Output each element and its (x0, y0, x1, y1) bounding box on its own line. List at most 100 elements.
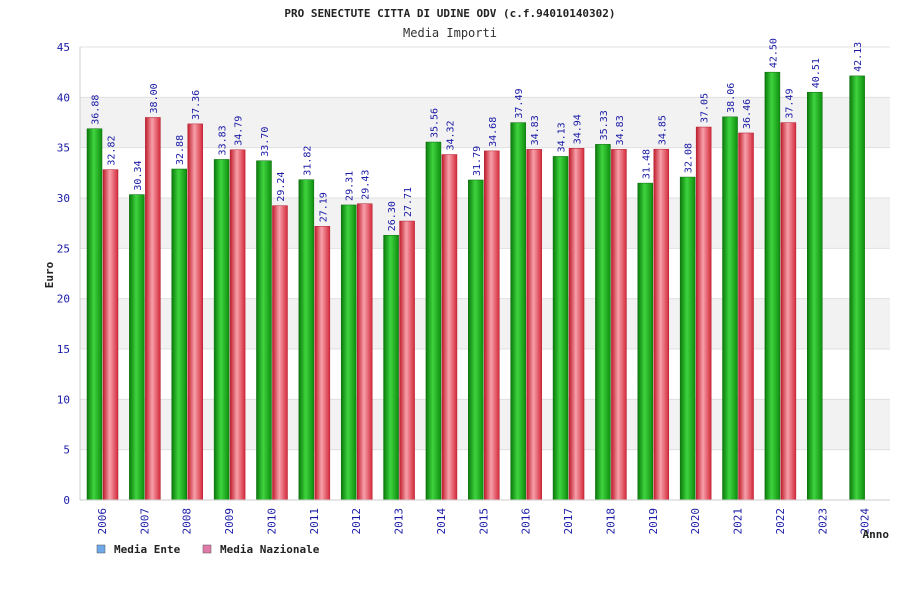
bar-media-ente-2007 (129, 194, 145, 501)
data-label: 37.49 (784, 88, 795, 118)
bar-media-ente-2024 (849, 75, 865, 501)
bar-media-ente-2009 (213, 159, 230, 501)
bar-media-ente-2019 (637, 182, 654, 501)
bar-media-nazionale-2018 (611, 149, 627, 501)
data-label: 34.85 (657, 115, 668, 145)
y-tick-label: 35 (57, 142, 70, 155)
x-tick-label: 2023 (816, 508, 829, 535)
bar-media-ente-2023 (807, 91, 823, 501)
y-tick-label: 40 (57, 91, 70, 104)
data-label: 35.56 (429, 108, 440, 138)
bar-media-ente-2006 (86, 128, 103, 501)
bar-media-nazionale-2006 (102, 169, 119, 501)
data-label: 34.83 (530, 115, 541, 145)
bar-media-ente-2016 (510, 122, 526, 501)
x-tick-label: 2006 (96, 508, 109, 535)
bar-media-ente-2020 (679, 176, 696, 501)
data-label: 29.43 (361, 170, 372, 200)
data-label: 37.05 (700, 93, 711, 123)
x-tick-label: 2014 (435, 508, 448, 535)
data-label: 34.83 (615, 115, 626, 145)
bar-media-ente-2014 (425, 141, 442, 501)
data-label: 37.36 (191, 90, 202, 120)
bar-media-nazionale-2008 (187, 123, 203, 501)
grid-band (80, 97, 890, 148)
bar-media-nazionale-2016 (526, 149, 542, 501)
y-tick-label: 5 (63, 444, 70, 457)
bar-media-ente-2015 (468, 179, 484, 501)
x-tick-label: 2008 (181, 508, 194, 535)
data-label: 31.79 (472, 146, 483, 176)
bar-media-ente-2017 (552, 156, 569, 501)
bar-media-nazionale-2012 (356, 203, 373, 501)
data-label: 42.13 (853, 42, 864, 72)
data-label: 30.34 (133, 160, 144, 190)
data-label: 36.46 (742, 99, 753, 129)
x-tick-label: 2021 (732, 508, 745, 535)
data-label: 33.83 (218, 125, 229, 155)
data-label: 35.33 (599, 110, 610, 140)
bar-media-nazionale-2013 (399, 220, 415, 501)
bar-media-nazionale-2014 (441, 154, 458, 501)
bar-media-ente-2011 (298, 179, 315, 501)
x-tick-label: 2017 (562, 508, 575, 535)
x-tick-label: 2007 (138, 508, 151, 535)
x-tick-label: 2024 (859, 508, 872, 535)
bar-media-nazionale-2020 (695, 126, 712, 501)
x-tick-label: 2019 (647, 508, 660, 535)
y-axis-label: Euro (43, 261, 56, 288)
bars (86, 71, 865, 501)
y-tick-label: 25 (57, 242, 70, 255)
x-tick-label: 2016 (520, 508, 533, 535)
bar-media-ente-2018 (595, 144, 611, 501)
bar-media-ente-2010 (256, 160, 272, 501)
bar-media-nazionale-2022 (780, 122, 797, 501)
x-tick-label: 2010 (265, 508, 278, 535)
data-label: 31.82 (302, 146, 313, 176)
data-label: 27.71 (403, 187, 414, 217)
data-label: 27.19 (318, 192, 329, 222)
bar-media-ente-2008 (171, 168, 187, 501)
data-label: 34.79 (234, 116, 245, 146)
x-tick-label: 2009 (223, 508, 236, 535)
legend-swatch-media-ente (96, 544, 106, 554)
data-label: 33.70 (260, 127, 271, 157)
legend-label-media-ente: Media Ente (114, 543, 181, 556)
data-label: 40.51 (811, 58, 822, 88)
bar-media-nazionale-2021 (738, 132, 754, 501)
legend-swatch-media-nazionale (202, 544, 212, 554)
chart-subtitle: Media Importi (403, 26, 497, 40)
bar-media-nazionale-2011 (314, 226, 331, 501)
bar-media-nazionale-2019 (653, 148, 670, 501)
legend: Media Ente Media Nazionale (96, 543, 320, 556)
y-tick-label: 45 (57, 41, 70, 54)
x-tick-label: 2020 (689, 508, 702, 535)
y-tick-label: 15 (57, 343, 70, 356)
y-tick-label: 0 (63, 494, 70, 507)
bar-media-nazionale-2007 (145, 117, 161, 501)
y-tick-label: 10 (57, 393, 70, 406)
data-label: 32.88 (175, 135, 186, 165)
x-axis-label: Anno (863, 528, 890, 541)
data-label: 36.88 (91, 95, 102, 125)
y-axis-ticks: 0 5 10 15 20 25 30 35 40 45 (57, 41, 70, 507)
data-label: 34.94 (573, 114, 584, 144)
bar-media-ente-2022 (764, 71, 781, 501)
chart-title: PRO SENECTUTE CITTA DI UDINE ODV (c.f.94… (284, 7, 615, 20)
data-label: 34.68 (488, 117, 499, 147)
bar-media-nazionale-2009 (229, 149, 246, 501)
data-labels: 36.88 32.82 30.34 38.00 32.88 37.36 33.83 34.79… (91, 38, 865, 231)
data-label: 29.31 (345, 171, 356, 201)
data-label: 32.08 (684, 143, 695, 173)
data-label: 34.32 (445, 120, 456, 150)
data-label: 38.06 (726, 83, 737, 113)
data-label: 26.30 (387, 201, 398, 231)
data-label: 37.49 (514, 88, 525, 118)
data-label: 31.48 (641, 149, 652, 179)
x-tick-label: 2018 (604, 508, 617, 535)
x-tick-label: 2022 (774, 508, 787, 535)
data-label: 29.24 (276, 172, 287, 202)
y-tick-label: 20 (57, 293, 70, 306)
bar-media-nazionale-2017 (568, 148, 585, 501)
